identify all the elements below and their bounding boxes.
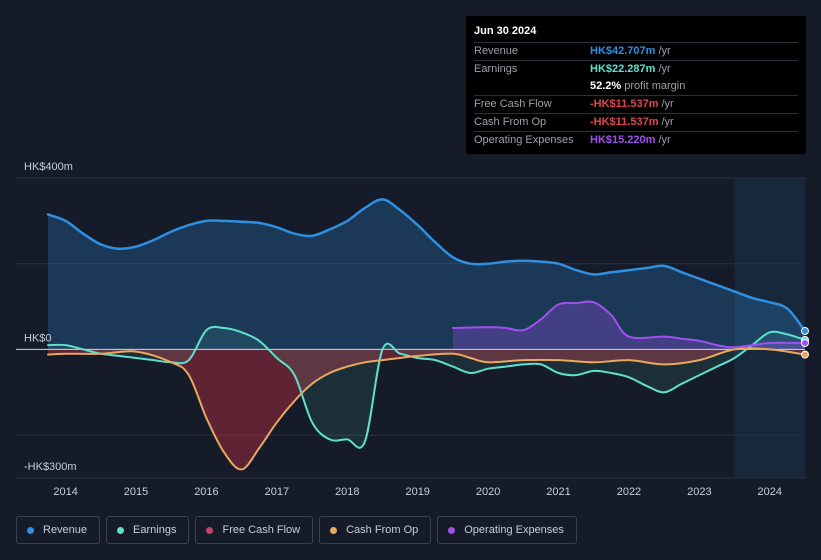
tooltip-label: Cash From Op — [474, 116, 547, 128]
cash-from-op-dot-icon — [330, 526, 338, 534]
earnings-dot-icon — [117, 526, 125, 534]
tooltip-unit: /yr — [658, 45, 671, 57]
legend: Revenue Earnings Free Cash Flow Cash Fro… — [16, 516, 577, 544]
forecast-region — [734, 178, 805, 478]
x-tick-label: 2016 — [194, 486, 218, 498]
x-tick-label: 2024 — [758, 486, 782, 498]
tooltip-value: HK$42.707m — [590, 45, 656, 57]
tooltip-row-operating-expenses: Operating Expenses HK$15.220m /yr — [474, 132, 798, 149]
tooltip-unit: /yr — [658, 134, 671, 146]
free-cash-flow-dot-icon — [206, 526, 214, 534]
y-tick-label: -HK$300m — [24, 461, 77, 473]
tooltip-unit: /yr — [661, 98, 674, 110]
y-tick-label: HK$0 — [24, 332, 52, 344]
x-tick-label: 2018 — [335, 486, 359, 498]
x-tick-label: 2015 — [124, 486, 148, 498]
tooltip-value: 52.2% — [590, 80, 622, 92]
tooltip-value: HK$22.287m — [590, 63, 656, 75]
legend-label: Operating Expenses — [464, 524, 564, 536]
revenue-end-marker — [801, 327, 809, 335]
tooltip-value: -HK$11.537m — [590, 116, 659, 128]
x-tick-label: 2021 — [546, 486, 570, 498]
tooltip-unit: /yr — [658, 63, 671, 75]
legend-label: Cash From Op — [346, 524, 419, 536]
x-tick-label: 2023 — [687, 486, 711, 498]
tooltip-row-revenue: Revenue HK$42.707m /yr — [474, 43, 798, 61]
tooltip-row-earnings: Earnings HK$22.287m /yr — [474, 61, 798, 78]
tooltip-date: Jun 30 2024 — [474, 24, 798, 43]
cash-from-op-line — [47, 347, 806, 471]
tooltip-value: HK$15.220m — [590, 134, 656, 146]
legend-item-free-cash-flow[interactable]: Free Cash Flow — [195, 516, 314, 544]
tooltip-label: Operating Expenses — [474, 134, 574, 146]
tooltip-unit: profit margin — [624, 80, 686, 92]
revenue-area — [48, 199, 805, 350]
x-tick-label: 2020 — [476, 486, 500, 498]
legend-item-cash-from-op[interactable]: Cash From Op — [319, 516, 432, 544]
tooltip-label: Earnings — [474, 63, 518, 75]
legend-label: Free Cash Flow — [222, 524, 301, 536]
earnings-area — [48, 326, 805, 448]
operating-expenses-line — [451, 300, 806, 349]
tooltip: Jun 30 2024 Revenue HK$42.707m /yr Earni… — [466, 16, 806, 154]
legend-item-operating-expenses[interactable]: Operating Expenses — [437, 516, 577, 544]
legend-item-earnings[interactable]: Earnings — [106, 516, 190, 544]
x-tick-label: 2017 — [265, 486, 289, 498]
operating-expenses-dot-icon — [448, 526, 456, 534]
revenue-line — [46, 198, 807, 333]
tooltip-row-profit-margin: 52.2% profit margin — [474, 78, 798, 96]
y-tick-label: HK$400m — [24, 161, 73, 173]
revenue-dot-icon — [27, 526, 34, 534]
x-tick-label: 2014 — [53, 486, 77, 498]
tooltip-row-cash-from-op: Cash From Op -HK$11.537m /yr — [474, 114, 798, 132]
legend-item-revenue[interactable]: Revenue — [16, 516, 101, 544]
cash-from-op-end-marker — [801, 350, 809, 359]
x-tick-label: 2022 — [617, 486, 641, 498]
tooltip-label: Revenue — [474, 45, 519, 57]
tooltip-label — [474, 78, 590, 95]
tooltip-value: -HK$11.537m — [590, 98, 659, 110]
operating-expenses-end-marker — [801, 339, 809, 347]
x-tick-label: 2019 — [405, 486, 429, 498]
legend-label: Earnings — [133, 524, 177, 536]
legend-label: Revenue — [43, 524, 88, 536]
free-cash-flow-area — [48, 348, 805, 470]
operating-expenses-area — [452, 301, 805, 350]
tooltip-unit: /yr — [661, 116, 674, 128]
tooltip-label: Free Cash Flow — [474, 98, 552, 110]
tooltip-row-free-cash-flow: Free Cash Flow -HK$11.537m /yr — [474, 96, 798, 114]
